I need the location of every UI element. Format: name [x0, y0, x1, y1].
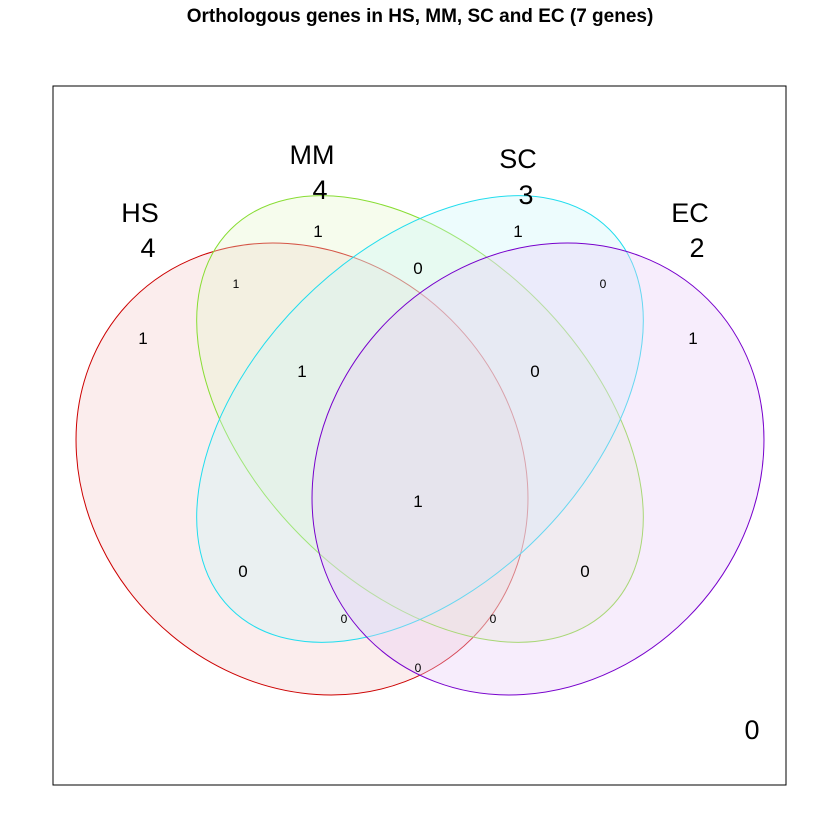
region-hs-mm: 1	[233, 277, 240, 291]
set-ellipse-sc	[196, 195, 644, 643]
region-hs-only: 1	[138, 329, 147, 348]
region-all-four: 1	[413, 492, 422, 511]
set-ellipse-mm	[196, 195, 644, 643]
region-mm-sc-ec: 0	[530, 362, 539, 381]
set-count-ec: 2	[689, 233, 704, 263]
region-mm-only: 1	[313, 222, 322, 241]
region-mm-ec: 0	[580, 562, 589, 581]
set-label-ec: EC	[671, 198, 709, 228]
set-label-hs: HS	[121, 198, 159, 228]
set-ellipse-ec	[311, 242, 765, 696]
set-count-hs: 4	[140, 233, 155, 263]
outside-count: 0	[744, 715, 759, 745]
set-label-sc: SC	[499, 144, 537, 174]
region-ec-only: 1	[688, 329, 697, 348]
region-hs-mm-sc: 1	[297, 362, 306, 381]
region-hs-sc-ec: 0	[341, 612, 348, 626]
plot-frame	[52, 85, 787, 786]
set-count-mm: 4	[312, 175, 327, 205]
region-hs-mm-ec: 0	[490, 612, 497, 626]
set-ellipse-hs	[75, 242, 529, 696]
region-mm-sc: 0	[413, 259, 422, 278]
region-sc-ec: 0	[600, 277, 607, 291]
region-sc-only: 1	[513, 222, 522, 241]
region-hs-ec: 0	[415, 661, 422, 675]
set-label-mm: MM	[290, 140, 335, 170]
chart-title: Orthologous genes in HS, MM, SC and EC (…	[186, 6, 654, 27]
set-count-sc: 3	[518, 180, 533, 210]
region-hs-sc: 0	[238, 562, 247, 581]
